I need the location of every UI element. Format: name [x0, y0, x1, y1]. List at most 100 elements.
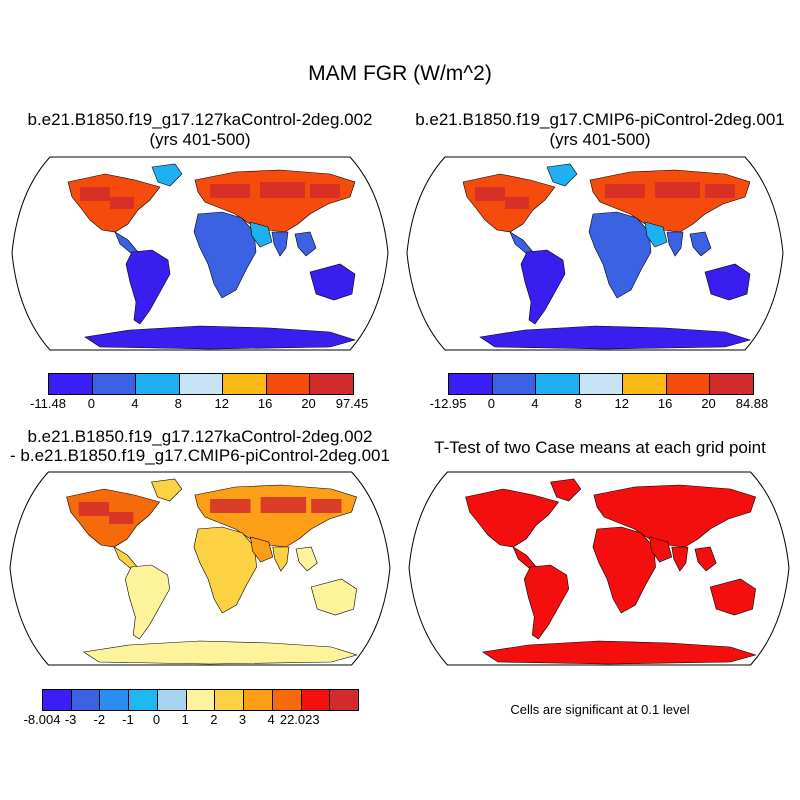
colorbar-swatch [449, 374, 493, 394]
colorbar-tick-label: 4 [531, 396, 539, 411]
warm-region [475, 187, 505, 201]
warm-region [260, 182, 305, 198]
warm-region [260, 497, 307, 513]
warm-region [80, 187, 110, 201]
continent-seAsia [295, 546, 318, 572]
continent-antarctica [479, 325, 752, 350]
colorbar-swatch [71, 690, 101, 710]
colorbar-swatch [492, 374, 537, 394]
warm-region [477, 502, 509, 516]
continent-greenland [546, 163, 578, 187]
colorbar-swatch [536, 374, 580, 394]
warm-region [609, 499, 650, 513]
colorbar-tick-label: 20 [301, 396, 316, 411]
warm-region [659, 497, 706, 513]
colorbar-swatch [330, 690, 359, 710]
colorbar-tick-label: 0 [487, 396, 496, 411]
colorbar-tick-label: -2 [93, 712, 106, 727]
colorbar-tick-label: 0 [152, 712, 161, 727]
colorbar-tick-label: 84.88 [735, 396, 769, 411]
bottom-left-title: b.e21.B1850.f19_g17.127kaControl-2deg.00… [27, 427, 373, 446]
colorbar-swatch [186, 690, 216, 710]
continent-africa [193, 211, 257, 299]
continent-africa [592, 526, 656, 614]
warm-region [311, 499, 342, 513]
top-left-title: b.e21.B1850.f19_g17.127kaControl-2deg.00… [27, 110, 373, 129]
colorbar-tick-label: -8.004 [23, 712, 61, 727]
significance-note: Cells are significant at 0.1 level [510, 702, 690, 717]
colorbar-swatch [310, 374, 354, 394]
colorbar-tick-label: 20 [701, 396, 716, 411]
continent-arabia [249, 221, 273, 248]
warm-region [710, 499, 741, 513]
continent-antarctica [84, 325, 357, 350]
colorbar-tick-label: -3 [64, 712, 77, 727]
continent-southAmerica [523, 564, 569, 640]
colorbar-swatch [157, 690, 187, 710]
warm-region [109, 512, 134, 524]
colorbar-tick-label: -11.48 [30, 396, 66, 411]
warm-region [605, 184, 645, 198]
bottom-right-title: T-Test of two Case means at each grid po… [434, 438, 766, 457]
map-top-right [406, 156, 784, 351]
continent-india [271, 231, 289, 257]
colorbar-tick-label: -1 [122, 712, 134, 727]
bottom-left-subtitle: - b.e21.B1850.f19_g17.CMIP6-piControl-2d… [10, 446, 390, 465]
colorbar-swatch [215, 690, 245, 710]
colorbar-swatch [49, 374, 93, 394]
continent-arabia [649, 536, 673, 563]
continent-india [666, 231, 684, 257]
figure-title: MAM FGR (W/m^2) [308, 62, 492, 85]
colorbar-swatch [579, 374, 624, 394]
continent-australia [309, 263, 356, 301]
warm-region [705, 184, 735, 198]
colorbar-tick-label: 2 [210, 712, 218, 727]
colorbar-swatch [100, 690, 130, 710]
continent-india [671, 546, 689, 572]
colorbar-bottom-left [42, 689, 359, 711]
colorbar-top-left [48, 373, 354, 395]
colorbar-tick-label: 8 [574, 396, 582, 411]
continent-australia [704, 263, 751, 301]
continent-seAsia [294, 231, 317, 257]
warm-region [78, 502, 110, 516]
continent-africa [193, 526, 257, 614]
continent-seAsia [689, 231, 712, 257]
colorbar-tick-label: 22.023 [279, 712, 320, 727]
colorbar-tick-label: 16 [257, 396, 273, 411]
colorbar-tick-label: 12 [214, 396, 229, 411]
continent-greenland [151, 478, 183, 502]
colorbar-swatch [179, 374, 224, 394]
colorbar-swatch [43, 690, 72, 710]
top-right-subtitle: (yrs 401-500) [549, 130, 651, 149]
continent-africa [588, 211, 652, 299]
colorbar-swatch [301, 690, 331, 710]
continent-greenland [151, 163, 183, 187]
colorbar-tick-label: 8 [174, 396, 182, 411]
continent-antarctica [82, 640, 358, 665]
warm-region [310, 184, 340, 198]
colorbar-swatch [136, 374, 180, 394]
warm-region [210, 499, 251, 513]
map-top-left [11, 156, 389, 351]
warm-region [110, 197, 134, 209]
colorbar-swatch [266, 374, 311, 394]
continent-greenland [550, 478, 582, 502]
continent-antarctica [481, 640, 757, 665]
continent-seAsia [694, 546, 717, 572]
top-left-subtitle: (yrs 401-500) [149, 130, 251, 149]
colorbar-tick-label: -12.95 [429, 396, 467, 411]
continent-arabia [644, 221, 668, 248]
continent-india [272, 546, 290, 572]
continent-arabia [250, 536, 274, 563]
colorbar-swatch [666, 374, 711, 394]
colorbar-tick-label: 97.45 [335, 396, 369, 411]
colorbar-tick-label: 16 [657, 396, 673, 411]
warm-region [505, 197, 529, 209]
continent-australia [310, 578, 357, 616]
colorbar-tick-label: 4 [267, 712, 275, 727]
colorbar-swatch [129, 690, 158, 710]
continent-australia [709, 578, 756, 616]
warm-region [210, 184, 250, 198]
colorbar-tick-label: 12 [614, 396, 629, 411]
